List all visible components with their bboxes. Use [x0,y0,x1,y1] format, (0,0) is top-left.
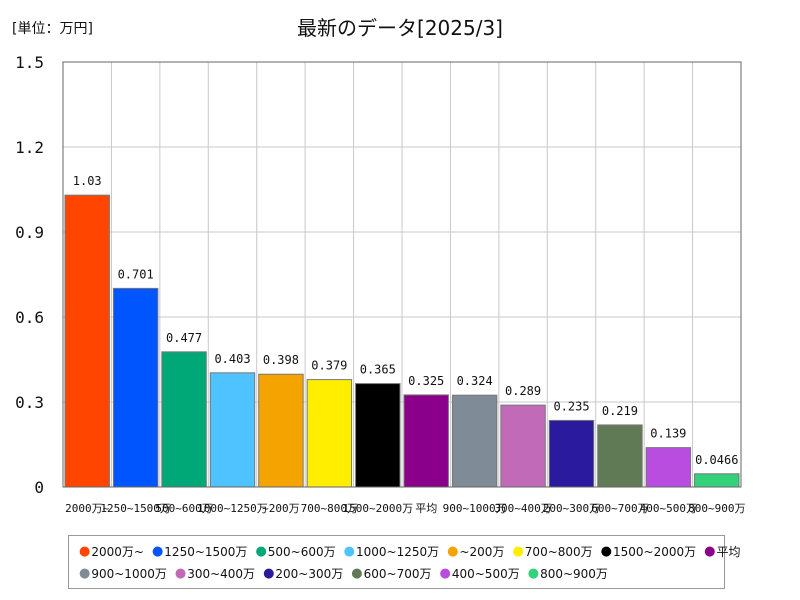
x-tick-label: 800~900万 [688,502,745,515]
bar [645,447,692,488]
legend-item: ● ~200万 [447,543,504,560]
legend-item: ● 1000~1250万 [344,543,439,560]
plot-border [62,61,742,488]
legend-item: ● 1250~1500万 [152,543,247,560]
data-label: 0.403 [214,352,250,366]
legend-marker-icon: ● [79,543,91,559]
bar [403,394,449,488]
legend-label: 1250~1500万 [164,544,248,559]
legend-marker-icon: ● [439,565,451,581]
bar [500,404,546,488]
x-tick-label: 1250~1500万 [100,502,171,515]
legend: ● 2000万~ ● 1250~1500万 ● 500~600万 ● 1000~1250万 ● ~… [68,535,741,589]
legend-label: 600~700万 [363,566,432,581]
x-tick-label: 平均 [415,502,437,515]
legend-label: 700~800万 [524,544,593,559]
chart-title: 最新のデータ[2025/3] [297,16,503,40]
bar [112,287,159,488]
bar [355,383,401,488]
bar [64,194,110,488]
bar [306,379,353,488]
legend-item: ● 400~500万 [440,565,520,582]
y-tick-label: 0.6 [15,308,44,327]
data-label: 0.235 [553,399,589,413]
legend-marker-icon: ● [600,543,613,559]
legend-label: ~200万 [459,544,505,559]
legend-label: 900~1000万 [91,566,167,581]
data-label: 0.365 [360,363,396,377]
data-label: 0.379 [311,359,347,373]
legend-label: 500~600万 [267,544,336,559]
y-tick-label: 0.3 [15,393,44,412]
legend-marker-icon: ● [174,565,187,581]
data-label: 0.219 [602,404,638,418]
legend-item: ● 800~900万 [528,565,608,582]
legend-marker-icon: ● [512,543,524,559]
bar [548,419,595,488]
x-tick-label: 600~700万 [591,502,648,515]
legend-label: 400~500万 [451,566,520,581]
x-tick-label: 400~500万 [640,502,697,515]
legend-label: 800~900万 [540,566,608,581]
legend-item: ● 700~800万 [512,543,592,560]
legend-item: ● 500~600万 [255,543,335,560]
legend-row: ● 2000万~ ● 1250~1500万 ● 500~600万 ● 1000~1250万 ● ~… [79,540,741,562]
bar [597,424,643,488]
legend-marker-icon: ● [447,543,459,559]
y-tick-label: 1.2 [15,138,44,157]
data-label: 0.477 [166,331,202,345]
legend-item: ● 1500~2000万 [601,543,696,560]
legend-marker-icon: ● [263,565,275,581]
bar [209,372,256,488]
legend-label: 200~300万 [275,566,344,581]
y-tick-label: 1.5 [15,53,44,72]
x-tick-label: 1500~2000万 [342,502,413,515]
x-tick-label: 900~1000万 [443,502,507,515]
legend-label: 2000万~ [91,544,144,559]
y-tick-label: 0.9 [15,223,44,242]
legend-item: ● 200~300万 [263,565,343,582]
bar-chart: 0 0.3 0.6 0.9 1.2 1.5 1.03 2000万~ 0.701 1250~1500… [15,53,745,515]
data-label: 0.289 [505,384,541,398]
data-label: 0.325 [408,374,444,388]
x-tick-label: 700~800万 [301,502,358,515]
legend-marker-icon: ● [343,543,355,559]
legend-item: ● 900~1000万 [79,565,167,582]
x-tick-label: 2000万~ [65,502,109,515]
legend-item: ● 平均 [704,543,740,560]
legend-marker-icon: ● [79,565,91,581]
x-tick-label: 200~300万 [543,502,600,515]
legend-item: ● 300~400万 [175,565,255,582]
legend-item: ● 2000万~ [79,543,144,560]
y-tick-label: 0 [34,478,44,497]
x-tick-label: 300~400万 [494,502,551,515]
legend-marker-icon: ● [151,543,164,559]
legend-marker-icon: ● [527,565,540,581]
bar [161,351,207,488]
legend-marker-icon: ● [255,543,267,559]
x-tick-label: 1000~1250万 [197,502,268,515]
legend-label: 300~400万 [187,566,256,581]
x-tick-label: ~200万 [262,502,300,515]
bar [694,473,740,488]
legend-label: 平均 [716,544,741,559]
data-label: 0.139 [650,427,686,441]
x-tick-label: 500~600万 [155,502,212,515]
data-label: 0.0466 [695,453,738,467]
legend-item: ● 600~700万 [351,565,431,582]
data-label: 1.03 [73,174,102,188]
bar [258,373,304,488]
unit-label: [単位：万円] [12,21,93,37]
data-label: 0.398 [263,353,299,367]
legend-marker-icon: ● [704,543,716,559]
legend-row: ● 900~1000万 ● 300~400万 ● 200~300万 ● 600~700万 ● 40… [79,562,716,584]
legend-label: 1500~2000万 [613,544,697,559]
legend-marker-icon: ● [351,565,363,581]
bar [451,394,498,488]
legend-label: 1000~1250万 [356,544,440,559]
data-label: 0.324 [457,374,493,388]
data-label: 0.701 [118,267,154,281]
